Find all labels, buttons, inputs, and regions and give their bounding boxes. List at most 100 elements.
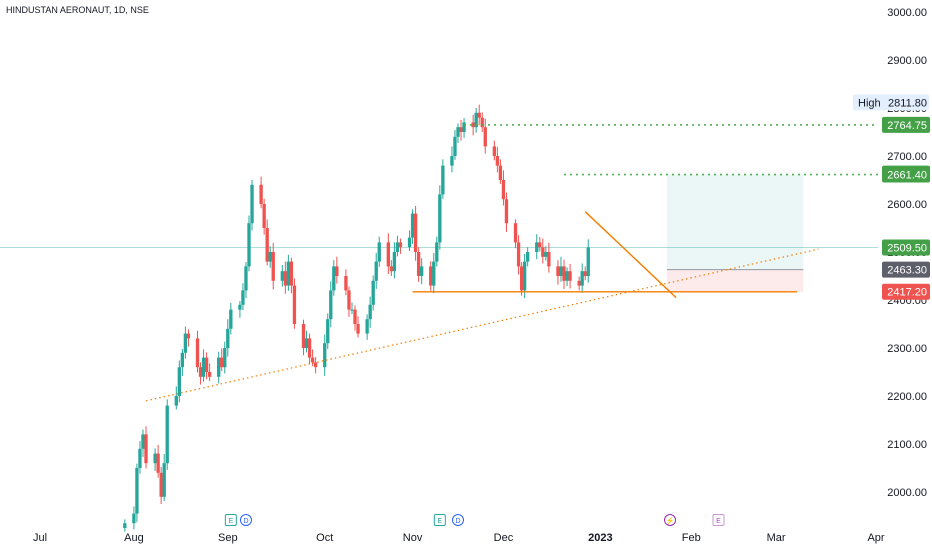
candle-body bbox=[462, 122, 466, 132]
earnings-future-marker bbox=[712, 514, 725, 526]
candle-body bbox=[347, 290, 351, 310]
candle-body bbox=[326, 319, 330, 344]
candle-body bbox=[556, 266, 560, 276]
price-tag-bg bbox=[882, 116, 930, 133]
y-tick-label: 2000.00 bbox=[887, 487, 927, 499]
entry-line bbox=[667, 269, 804, 271]
candle-body bbox=[377, 242, 381, 262]
price-tag-value: 2764.75 bbox=[887, 120, 927, 132]
price-tag-value: 2661.40 bbox=[887, 170, 927, 182]
candle-body bbox=[307, 338, 312, 358]
candle-body bbox=[526, 252, 530, 262]
candle-body bbox=[174, 396, 178, 406]
candle-body bbox=[459, 127, 463, 132]
candle-body bbox=[580, 271, 584, 286]
y-tick-label: 2600.00 bbox=[887, 199, 927, 211]
candle-body bbox=[568, 271, 572, 281]
candle-body bbox=[292, 285, 297, 324]
candle-body bbox=[413, 213, 418, 252]
candle-body bbox=[207, 372, 212, 377]
price-tag-bg bbox=[882, 283, 930, 300]
x-tick-label: Aug bbox=[124, 532, 144, 544]
candle-body bbox=[141, 434, 145, 449]
candle-body bbox=[156, 453, 160, 473]
split-marker-label: ⚡ bbox=[666, 516, 675, 525]
candlesticks bbox=[123, 104, 590, 532]
candle-body bbox=[223, 348, 227, 368]
chart-title: HINDUSTAN AERONAUT, 1D, NSE bbox=[6, 5, 149, 15]
candle-body bbox=[201, 357, 206, 377]
candle-body bbox=[395, 242, 400, 252]
time-axis[interactable]: Jul Aug Sep Oct Nov Dec 2023 Feb Mar Apr bbox=[33, 532, 885, 544]
y-tick-label: 2100.00 bbox=[887, 439, 927, 451]
candle-body bbox=[259, 184, 263, 204]
candle-body bbox=[353, 309, 357, 324]
candle-body bbox=[323, 343, 327, 368]
y-tick-label: 2900.00 bbox=[887, 55, 927, 67]
candle-body bbox=[480, 117, 484, 128]
stop-zone bbox=[667, 269, 804, 292]
candle-body bbox=[265, 228, 269, 262]
earnings-marker-label: E bbox=[437, 518, 442, 525]
candle-body bbox=[289, 261, 294, 286]
candle-body bbox=[538, 242, 542, 248]
y-tick-label: 3000.00 bbox=[887, 7, 927, 19]
candle-body bbox=[229, 309, 233, 329]
candle-body bbox=[516, 242, 521, 267]
candle-body bbox=[495, 156, 500, 166]
price-tags: High2811.802764.752663.202661.402509.502… bbox=[853, 94, 930, 300]
candle-body bbox=[177, 367, 181, 396]
candle-body bbox=[217, 357, 221, 377]
candle-body bbox=[501, 180, 506, 200]
candle-body bbox=[329, 290, 333, 320]
candle-body bbox=[271, 252, 275, 281]
x-tick-label: Apr bbox=[867, 532, 884, 544]
candle-body bbox=[513, 223, 518, 243]
candle-body bbox=[195, 338, 200, 368]
candle-body bbox=[429, 266, 433, 286]
candle-body bbox=[365, 319, 369, 334]
candle-body bbox=[241, 290, 245, 305]
candle-body bbox=[247, 223, 251, 267]
dividend-marker-label: D bbox=[243, 518, 248, 525]
candle-body bbox=[392, 252, 397, 272]
drawings bbox=[145, 124, 878, 402]
earnings-marker bbox=[433, 514, 446, 526]
candle-body bbox=[419, 266, 424, 276]
candle-body bbox=[165, 405, 169, 464]
candle-body bbox=[371, 280, 375, 305]
chart-background bbox=[0, 174, 878, 292]
candle-body bbox=[144, 434, 148, 464]
candle-body bbox=[159, 472, 163, 497]
candle-body bbox=[577, 280, 581, 286]
high-tag-value: 2811.80 bbox=[888, 97, 927, 109]
candle-body bbox=[250, 184, 254, 224]
earnings-marker-label: E bbox=[228, 518, 233, 525]
candle-body bbox=[562, 266, 566, 281]
candle-body bbox=[450, 156, 454, 166]
candle-body bbox=[335, 266, 339, 276]
price-tag-value: 2509.50 bbox=[887, 242, 927, 254]
candle-body bbox=[313, 362, 318, 368]
candle-body bbox=[471, 122, 475, 128]
candle-body bbox=[453, 136, 457, 156]
candle-body bbox=[432, 261, 436, 286]
y-tick-label: 2700.00 bbox=[887, 151, 927, 163]
candle-body bbox=[559, 266, 563, 276]
candle-body bbox=[368, 304, 372, 320]
candle-body bbox=[456, 127, 460, 137]
candle-body bbox=[541, 247, 545, 257]
candle-body bbox=[180, 352, 185, 368]
x-tick-label: Jul bbox=[33, 532, 47, 544]
dividend-marker bbox=[452, 514, 464, 526]
earnings-marker bbox=[224, 514, 237, 526]
price-tag-value: 2463.30 bbox=[887, 265, 927, 277]
candle-body bbox=[407, 237, 412, 248]
candle-body bbox=[477, 112, 481, 118]
high-tag-bg bbox=[853, 94, 929, 111]
y-tick-label: 2300.00 bbox=[887, 343, 927, 355]
candle-body bbox=[350, 309, 354, 311]
candle-body bbox=[262, 204, 266, 228]
candle-body bbox=[238, 304, 242, 310]
